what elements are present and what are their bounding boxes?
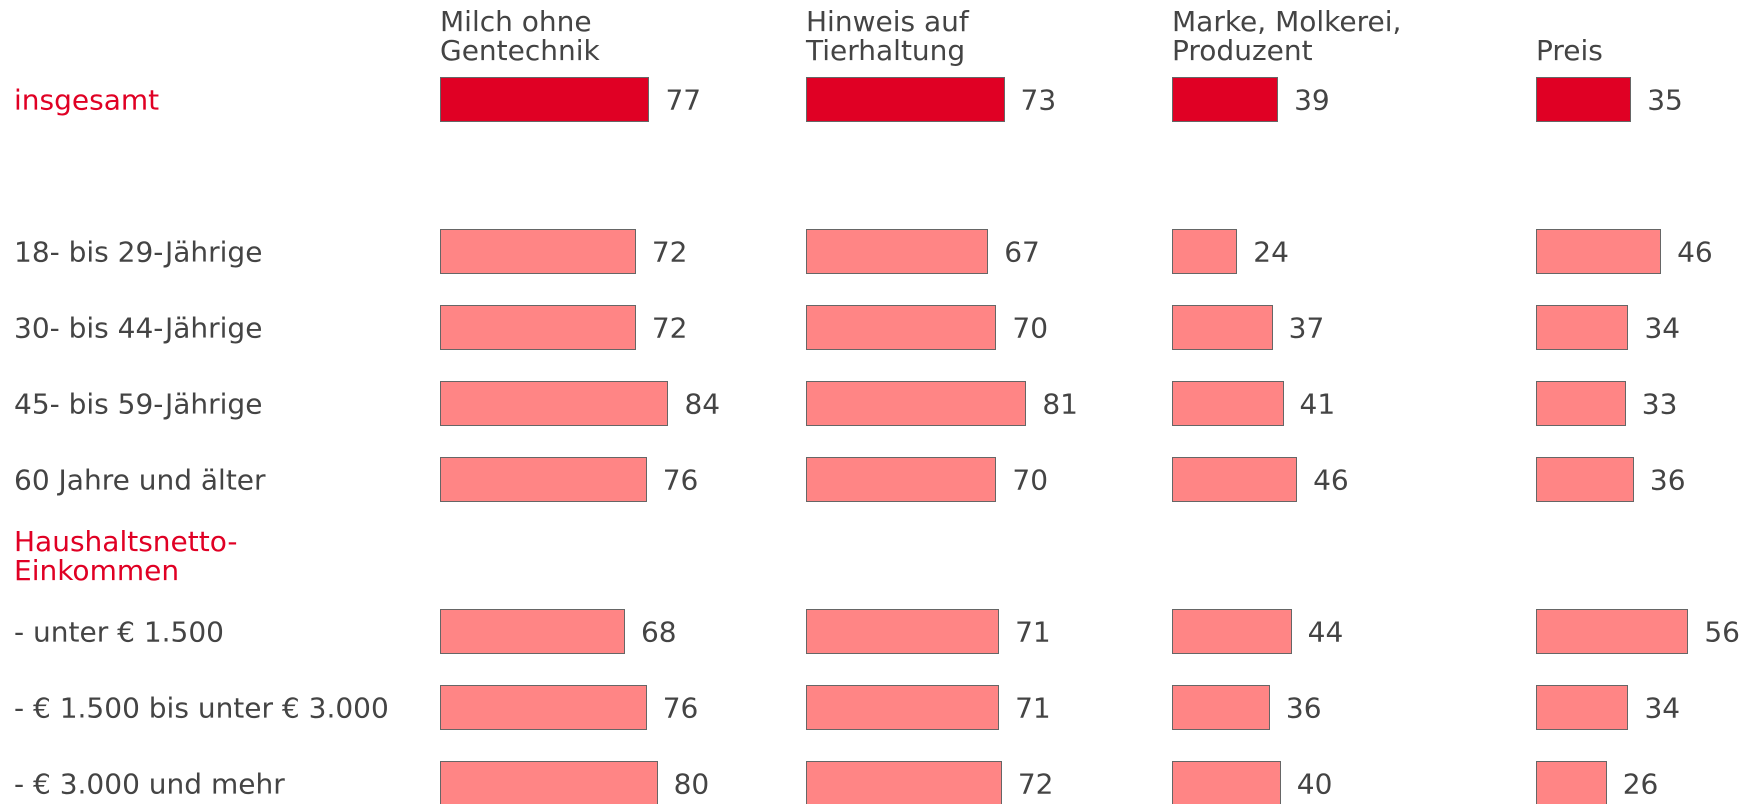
bar <box>440 685 647 730</box>
value-label: 24 <box>1253 235 1289 268</box>
series-header: Marke, Molkerei, Produzent <box>1172 5 1402 67</box>
value-label: 76 <box>662 463 699 496</box>
bar <box>1172 77 1279 122</box>
bar <box>440 381 669 426</box>
category-label: 30- bis 44-Jährige <box>14 311 263 344</box>
value-label: 26 <box>1622 767 1659 800</box>
value-label: 41 <box>1299 387 1336 420</box>
category-label: - € 3.000 und mehr <box>14 767 285 800</box>
value-label: 46 <box>1677 235 1713 268</box>
series-header: Milch ohne Gentechnik <box>440 5 600 67</box>
value-label: 33 <box>1641 387 1678 420</box>
bar <box>1172 305 1273 350</box>
value-label: 80 <box>673 767 710 800</box>
value-label: 72 <box>1017 767 1054 800</box>
bar <box>806 229 989 274</box>
value-label: 39 <box>1294 83 1330 116</box>
bar <box>806 761 1002 804</box>
value-label: 71 <box>1015 615 1051 648</box>
bar <box>440 457 647 502</box>
bar <box>806 609 1000 654</box>
bar <box>1536 229 1662 274</box>
category-label: 18- bis 29-Jährige <box>14 235 263 268</box>
bar <box>1536 381 1626 426</box>
value-label: 76 <box>662 691 699 724</box>
bar <box>1536 305 1629 350</box>
bar <box>440 229 636 274</box>
bar <box>806 305 997 350</box>
bar <box>1536 685 1629 730</box>
bar <box>1536 457 1634 502</box>
bar <box>440 609 625 654</box>
bar <box>1172 457 1298 502</box>
bar <box>1172 229 1238 274</box>
bar <box>440 761 658 804</box>
bar <box>1536 609 1689 654</box>
value-label: 71 <box>1015 691 1051 724</box>
value-label: 34 <box>1644 311 1681 344</box>
value-label: 70 <box>1012 463 1049 496</box>
bar <box>440 77 650 122</box>
bar <box>1172 381 1284 426</box>
value-label: 37 <box>1288 311 1325 344</box>
value-label: 77 <box>665 83 702 116</box>
value-label: 34 <box>1644 691 1681 724</box>
value-label: 46 <box>1313 463 1349 496</box>
bar <box>1172 685 1270 730</box>
category-label: insgesamt <box>14 83 160 116</box>
category-label: - unter € 1.500 <box>14 615 224 648</box>
category-label: - € 1.500 bis unter € 3.000 <box>14 691 389 724</box>
bar <box>1172 761 1281 804</box>
category-label: 45- bis 59-Jährige <box>14 387 263 420</box>
value-label: 56 <box>1704 615 1740 648</box>
value-label: 81 <box>1042 387 1078 420</box>
value-label: 40 <box>1296 767 1333 800</box>
category-label: Haushaltsnetto- Einkommen <box>14 524 238 587</box>
value-label: 35 <box>1647 83 1683 116</box>
value-label: 36 <box>1649 463 1686 496</box>
bar <box>1536 77 1632 122</box>
bar <box>1536 761 1607 804</box>
bar <box>440 305 636 350</box>
value-label: 36 <box>1285 691 1322 724</box>
value-label: 68 <box>640 615 677 648</box>
value-label: 44 <box>1307 615 1344 648</box>
value-label: 84 <box>684 387 721 420</box>
bar <box>806 457 997 502</box>
bar <box>1172 609 1292 654</box>
bar <box>806 77 1005 122</box>
series-header: Preis <box>1536 34 1603 67</box>
value-label: 70 <box>1012 311 1049 344</box>
bar <box>806 685 1000 730</box>
bar <box>806 381 1027 426</box>
series-header: Hinweis auf Tierhaltung <box>806 5 969 67</box>
value-label: 72 <box>651 311 688 344</box>
category-label: 60 Jahre und älter <box>14 463 266 496</box>
value-label: 73 <box>1020 83 1057 116</box>
value-label: 72 <box>651 235 688 268</box>
value-label: 67 <box>1004 235 1040 268</box>
